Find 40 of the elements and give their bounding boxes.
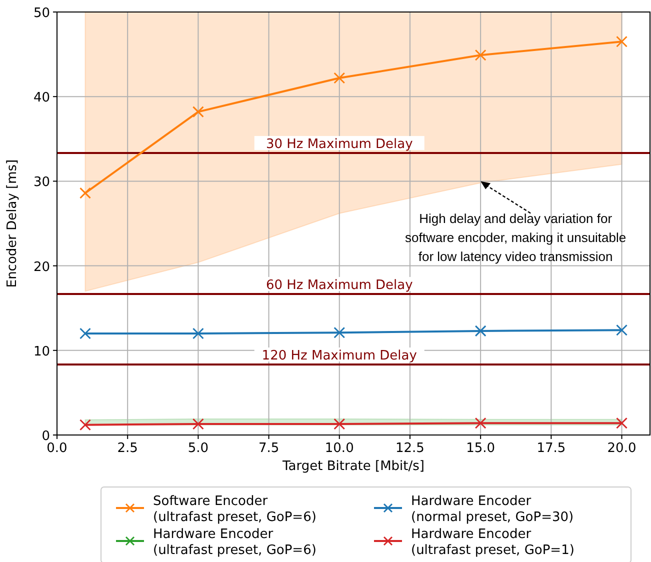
ref-line-label: 60 Hz Maximum Delay: [266, 278, 414, 293]
point: [616, 36, 628, 48]
x-tick-label: 2.5: [117, 441, 138, 456]
legend-label: Hardware Encoder (normal preset, GoP=30): [411, 494, 574, 525]
legend-label: Hardware Encoder (ultrafast preset, GoP=6): [153, 527, 316, 558]
annotation: High delay and delay variation for software encoder, making it unsuitable for low latency video transmission: [405, 211, 626, 264]
x-tick-label: 5.0: [188, 441, 209, 456]
point: [334, 326, 346, 338]
y-tick-label: 40: [33, 90, 50, 106]
point: [192, 418, 204, 430]
x-tick-label: 15.0: [466, 441, 496, 456]
x-tick-label: 7.5: [258, 441, 280, 456]
ref-line-label: 30 Hz Maximum Delay: [266, 137, 414, 152]
point: [616, 417, 628, 429]
legend-label: Software Encoder (ultrafast preset, GoP=6): [153, 494, 316, 525]
x-tick-label: 12.5: [396, 441, 424, 456]
x-tick-label: 0.0: [46, 441, 68, 456]
point: [334, 418, 346, 430]
x-tick-label: 20.0: [607, 441, 636, 456]
point: [474, 417, 486, 429]
point: [192, 328, 204, 340]
point: [192, 106, 204, 118]
ref-line-label: 120 Hz Maximum Delay: [262, 348, 418, 364]
point: [79, 328, 91, 340]
x-axis-title: Target Bitrate [Mbit/s]: [282, 459, 424, 474]
y-tick-label: 30: [33, 175, 50, 190]
point: [474, 325, 486, 337]
point: [616, 324, 628, 336]
y-axis-title: Encoder Delay [ms]: [5, 159, 20, 288]
y-tick-label: 50: [33, 6, 50, 21]
y-tick-label: 10: [33, 344, 50, 360]
y-tick-label: 20: [33, 260, 50, 275]
legend-label: Hardware Encoder (ultrafast preset, GoP=1): [411, 527, 574, 558]
point: [474, 49, 486, 61]
point: [334, 72, 346, 84]
point: [79, 187, 91, 199]
y-tick-label: 0: [42, 429, 50, 444]
x-tick-label: 17.5: [536, 441, 566, 456]
x-tick-label: 10.0: [324, 441, 354, 456]
point: [79, 419, 91, 431]
